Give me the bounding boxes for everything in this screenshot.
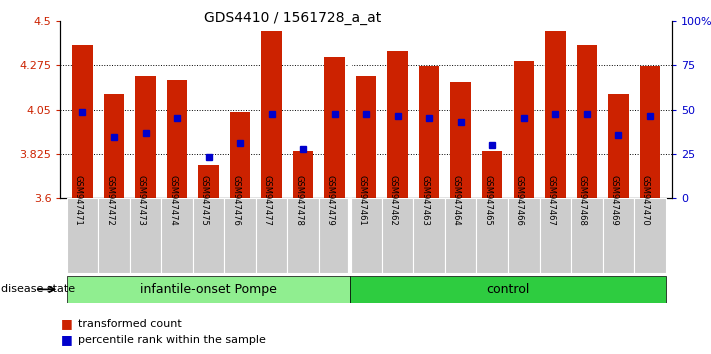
Text: GSM947479: GSM947479 [326,175,335,226]
Bar [193,198,225,273]
Bar [161,198,193,273]
Text: GSM947471: GSM947471 [73,175,82,226]
Text: GSM947473: GSM947473 [137,175,146,226]
Bar [73,45,92,198]
Text: GSM947478: GSM947478 [294,175,303,226]
Bar [230,112,250,198]
Text: GSM947462: GSM947462 [389,175,397,226]
Bar [287,198,319,273]
Text: ■: ■ [60,318,73,330]
Bar [508,198,540,273]
Bar [387,51,408,198]
Bar [225,198,256,273]
Text: GSM947472: GSM947472 [105,175,114,226]
Bar [356,76,376,198]
Text: GSM947476: GSM947476 [231,175,240,226]
Text: GSM947461: GSM947461 [357,175,366,226]
Bar [319,198,351,273]
Bar [135,76,156,198]
Bar [634,198,665,273]
Text: GSM947463: GSM947463 [420,175,429,226]
Bar [540,198,571,273]
Bar [256,198,287,273]
Bar [445,198,476,273]
Text: ■: ■ [60,333,73,346]
Bar [476,198,508,273]
Bar [167,80,187,198]
Bar [351,198,382,273]
Bar [608,94,629,198]
Text: GSM947474: GSM947474 [168,175,177,226]
Bar [98,198,130,273]
Text: GSM947469: GSM947469 [609,175,619,226]
Text: GSM947475: GSM947475 [200,175,208,226]
Bar [351,276,665,303]
Bar [104,94,124,198]
Text: transformed count: transformed count [78,319,182,329]
Bar [198,165,219,198]
Text: GSM947470: GSM947470 [641,175,650,226]
Bar [577,45,597,198]
Bar [545,31,565,198]
Bar [293,151,314,198]
Bar [602,198,634,273]
Bar [640,67,660,198]
Bar [67,276,351,303]
Text: GSM947468: GSM947468 [578,175,587,226]
Bar [513,61,534,198]
Bar [324,57,345,198]
Bar [571,198,602,273]
Bar [413,198,445,273]
Text: GSM947467: GSM947467 [546,175,555,226]
Text: percentile rank within the sample: percentile rank within the sample [78,335,266,345]
Text: GSM947465: GSM947465 [483,175,492,226]
Bar [451,82,471,198]
Bar [382,198,413,273]
Text: infantile-onset Pompe: infantile-onset Pompe [140,283,277,296]
Text: disease state: disease state [1,284,75,295]
Text: GSM947466: GSM947466 [515,175,524,226]
Bar [67,198,98,273]
Bar [262,31,282,198]
Text: GSM947464: GSM947464 [451,175,461,226]
Text: control: control [486,283,530,296]
Text: GSM947477: GSM947477 [262,175,272,226]
Bar [482,151,503,198]
Bar [130,198,161,273]
Text: GDS4410 / 1561728_a_at: GDS4410 / 1561728_a_at [204,11,381,25]
Bar [419,67,439,198]
